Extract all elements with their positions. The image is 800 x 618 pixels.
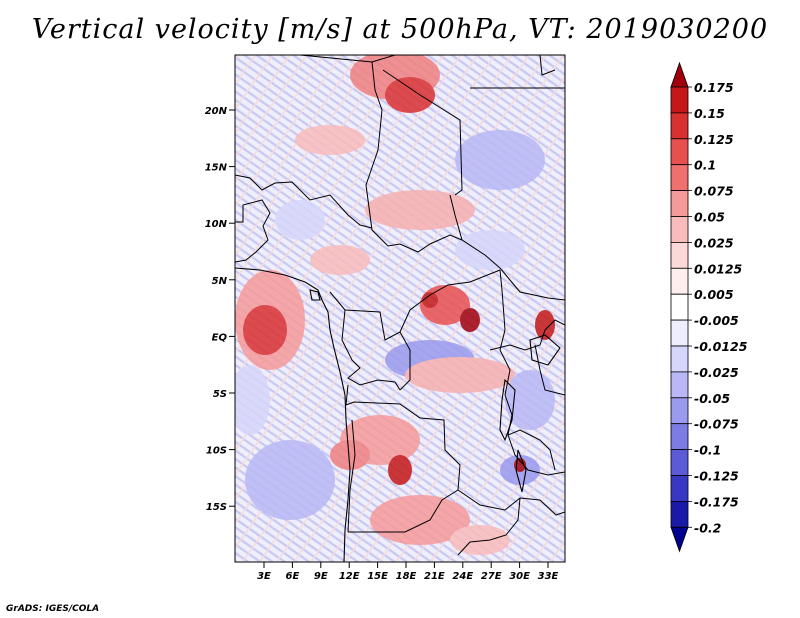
colorbar-label: -0.0125 bbox=[694, 339, 748, 354]
colorbar-swatch bbox=[670, 423, 689, 451]
colorbar-label: 0.1 bbox=[694, 158, 716, 173]
colorbar-swatch bbox=[670, 138, 689, 166]
lat-tick-label: 20N bbox=[205, 106, 228, 117]
colorbar-swatch bbox=[670, 190, 689, 217]
lon-tick-label: 12E bbox=[339, 571, 360, 582]
lat-tick-label: 5N bbox=[212, 276, 228, 287]
colorbar-label: 0.075 bbox=[694, 184, 734, 199]
chart-title: Vertical velocity [m/s] at 500hPa, VT: 2… bbox=[31, 14, 769, 45]
colorbar-swatch bbox=[670, 371, 689, 399]
lon-tick-label: 15E bbox=[367, 571, 388, 582]
colorbar-swatch bbox=[670, 241, 689, 269]
colorbar-label: 0.05 bbox=[694, 210, 725, 225]
colorbar: 0.175 0.15 0.125 0.1 0.075 0.05 0.025 0.0125 0.0… bbox=[670, 61, 748, 553]
colorbar-label: -0.075 bbox=[694, 417, 739, 432]
colorbar-label: -0.005 bbox=[694, 313, 739, 328]
colorbar-arrow-bottom bbox=[670, 526, 689, 553]
colorbar-swatch bbox=[670, 267, 689, 295]
lon-tick-label: 30E bbox=[509, 571, 530, 582]
lon-tick-label: 6E bbox=[286, 571, 300, 582]
lon-tick-label: 33E bbox=[538, 571, 559, 582]
lat-tick-label: EQ bbox=[212, 332, 228, 343]
colorbar-label: -0.05 bbox=[694, 391, 730, 406]
lat-tick-label: 15N bbox=[205, 163, 228, 174]
colorbar-swatch bbox=[670, 216, 689, 243]
colorbar-swatch bbox=[670, 475, 689, 502]
colorbar-swatch bbox=[670, 164, 689, 191]
country-borders bbox=[235, 55, 565, 556]
grads-credit: GrADS: IGES/COLA bbox=[6, 604, 100, 614]
colorbar-swatch bbox=[670, 293, 689, 321]
plot-frame bbox=[234, 54, 566, 563]
colorbar-swatch bbox=[670, 449, 689, 476]
colorbar-swatch bbox=[670, 319, 689, 347]
colorbar-label: 0.15 bbox=[694, 106, 725, 121]
colorbar-swatch bbox=[670, 345, 689, 373]
lat-tick-label: 10N bbox=[205, 219, 228, 230]
lon-tick-label: 9E bbox=[314, 571, 328, 582]
colorbar-label: 0.175 bbox=[694, 80, 734, 95]
lat-tick-label: 10S bbox=[206, 446, 227, 457]
velocity-field bbox=[235, 55, 565, 562]
colorbar-label: -0.2 bbox=[694, 520, 721, 535]
colorbar-label: -0.025 bbox=[694, 365, 739, 380]
colorbar-swatch bbox=[670, 112, 689, 140]
colorbar-label: 0.025 bbox=[694, 235, 734, 250]
colorbar-label: 0.125 bbox=[694, 132, 734, 147]
lon-tick-label: 18E bbox=[396, 571, 417, 582]
colorbar-swatch bbox=[670, 397, 689, 425]
lon-tick-label: 3E bbox=[257, 571, 271, 582]
colorbar-label: -0.1 bbox=[694, 443, 721, 458]
colorbar-label: -0.175 bbox=[694, 494, 739, 509]
coastlines bbox=[235, 267, 561, 562]
lat-tick-label: 5S bbox=[213, 389, 227, 400]
colorbar-swatch bbox=[670, 500, 689, 528]
colorbar-label: 0.0125 bbox=[694, 261, 743, 276]
lon-tick-label: 27E bbox=[481, 571, 502, 582]
latitude-axis: 20N 15N 10N 5N EQ 5S 10S 15S bbox=[205, 106, 235, 513]
lon-tick-label: 21E bbox=[424, 571, 445, 582]
lat-tick-label: 15S bbox=[206, 502, 227, 513]
colorbar-label: -0.125 bbox=[694, 469, 739, 484]
colorbar-swatch bbox=[670, 86, 689, 114]
lon-tick-label: 24E bbox=[452, 571, 473, 582]
colorbar-label: 0.005 bbox=[694, 287, 734, 302]
colorbar-arrow-top bbox=[670, 61, 689, 88]
longitude-axis: 3E 6E 9E 12E 15E 18E 21E 24E 27E 30E 33E bbox=[257, 562, 559, 582]
